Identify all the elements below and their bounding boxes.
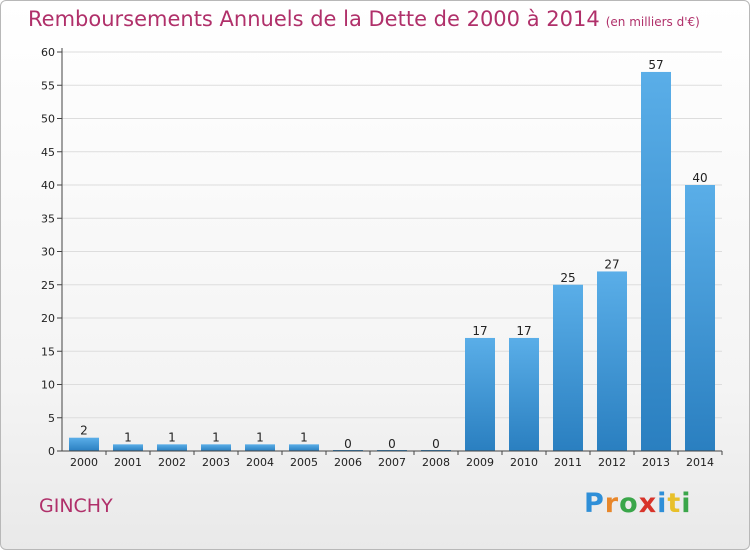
value-label-2000: 2 — [80, 424, 88, 438]
value-label-2014: 40 — [692, 171, 707, 185]
value-label-2012: 27 — [604, 257, 619, 271]
value-label-2007: 0 — [388, 437, 396, 451]
y-tick-label-35: 35 — [41, 212, 55, 225]
bar-2011 — [553, 284, 583, 451]
x-tick-label-2007: 2007 — [378, 456, 406, 469]
bar-2010 — [509, 337, 539, 451]
x-tick-label-2003: 2003 — [202, 456, 230, 469]
bar-2005 — [289, 444, 319, 451]
chart-unit: (en milliers d'€) — [605, 15, 700, 29]
x-tick-label-2004: 2004 — [246, 456, 274, 469]
bar-2014 — [685, 185, 715, 451]
y-tick-label-10: 10 — [41, 379, 55, 392]
chart-title-text: Remboursements Annuels de la Dette de 20… — [28, 7, 600, 31]
bar-2000 — [69, 437, 99, 451]
y-tick-label-40: 40 — [41, 179, 55, 192]
axes — [57, 48, 723, 455]
x-tick-label-2010: 2010 — [510, 456, 538, 469]
labels: 0510152025303540455055602200012001120021… — [41, 46, 714, 469]
proxiti-logo: Proxiti — [584, 488, 692, 519]
x-tick-label-2002: 2002 — [158, 456, 186, 469]
y-tick-label-0: 0 — [48, 445, 55, 458]
y-tick-label-30: 30 — [41, 246, 55, 259]
bar-2003 — [201, 444, 231, 451]
bars — [69, 71, 715, 451]
y-tick-label-20: 20 — [41, 312, 55, 325]
y-tick-label-15: 15 — [41, 345, 55, 358]
value-label-2001: 1 — [124, 430, 132, 444]
y-tick-label-45: 45 — [41, 146, 55, 159]
value-label-2013: 57 — [648, 58, 663, 72]
value-label-2011: 25 — [560, 271, 575, 285]
y-tick-label-50: 50 — [41, 113, 55, 126]
bar-2012 — [597, 271, 627, 451]
x-tick-label-2012: 2012 — [598, 456, 626, 469]
value-label-2004: 1 — [256, 430, 264, 444]
y-tick-label-60: 60 — [41, 46, 55, 59]
x-tick-label-2000: 2000 — [70, 456, 98, 469]
x-tick-label-2005: 2005 — [290, 456, 318, 469]
value-label-2003: 1 — [212, 430, 220, 444]
value-label-2008: 0 — [432, 437, 440, 451]
x-tick-label-2014: 2014 — [686, 456, 714, 469]
x-tick-label-2008: 2008 — [422, 456, 450, 469]
value-label-2009: 17 — [472, 324, 487, 338]
x-tick-label-2013: 2013 — [642, 456, 670, 469]
value-label-2005: 1 — [300, 430, 308, 444]
value-label-2010: 17 — [516, 324, 531, 338]
bar-2013 — [641, 71, 671, 451]
y-tick-label-5: 5 — [48, 412, 55, 425]
bar-2001 — [113, 444, 143, 451]
y-tick-label-25: 25 — [41, 279, 55, 292]
bar-2009 — [465, 337, 495, 451]
x-tick-label-2006: 2006 — [334, 456, 362, 469]
town-name: GINCHY — [39, 495, 113, 517]
value-label-2006: 0 — [344, 437, 352, 451]
x-tick-label-2011: 2011 — [554, 456, 582, 469]
y-tick-label-55: 55 — [41, 79, 55, 92]
value-label-2002: 1 — [168, 430, 176, 444]
bar-2002 — [157, 444, 187, 451]
chart-title: Remboursements Annuels de la Dette de 20… — [28, 7, 700, 31]
x-tick-label-2009: 2009 — [466, 456, 494, 469]
x-tick-label-2001: 2001 — [114, 456, 142, 469]
bar-2004 — [245, 444, 275, 451]
